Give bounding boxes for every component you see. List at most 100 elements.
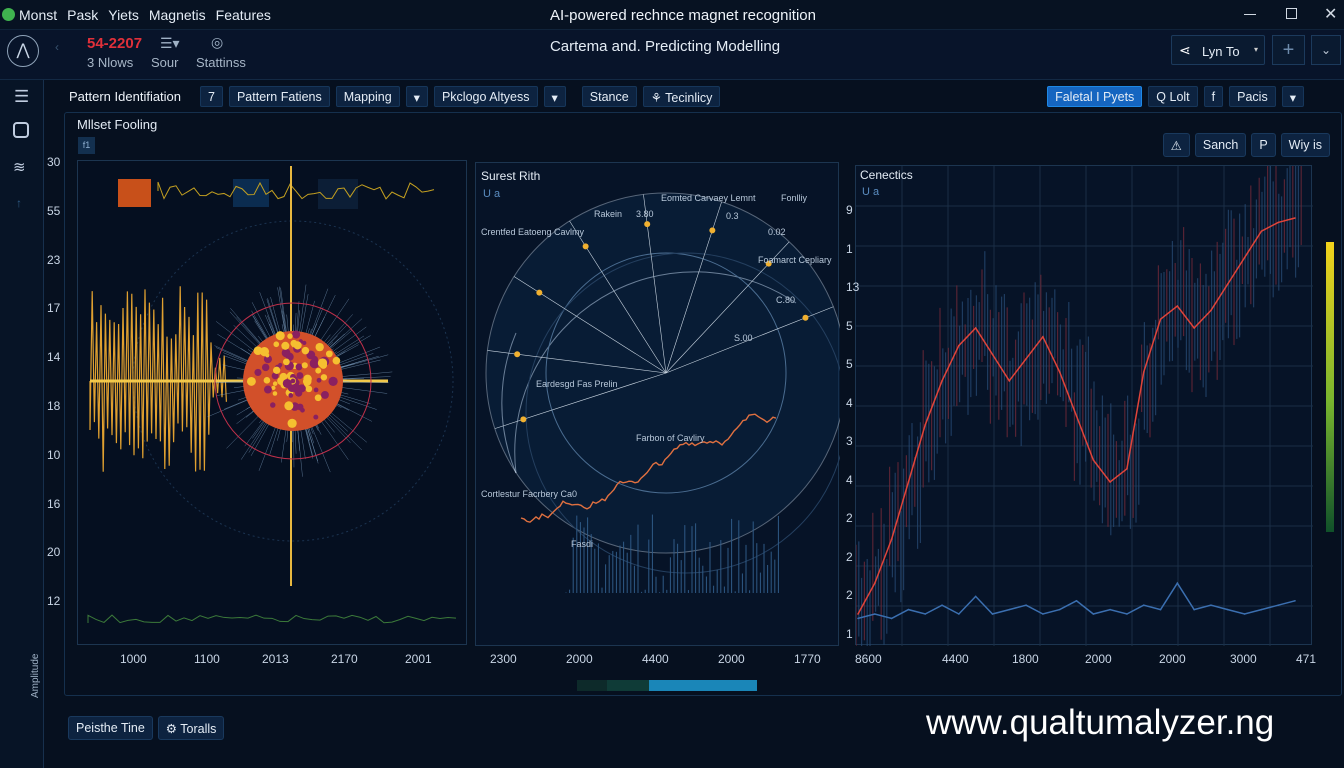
menu-item[interactable]: Yiets <box>108 7 139 23</box>
back-icon[interactable]: ‹ <box>55 40 59 54</box>
core-particle <box>263 377 271 384</box>
menu-item[interactable]: Monst <box>19 7 58 23</box>
chart-icon[interactable]: ≋ <box>13 159 26 176</box>
minimize-icon[interactable] <box>1244 14 1256 15</box>
y-axis-label: Amplitude <box>30 653 41 698</box>
core-particle <box>295 389 303 397</box>
y-tick-label: 30 <box>47 155 61 169</box>
chip-label: Tecinlicy <box>665 91 713 105</box>
core-particle <box>316 377 322 383</box>
filter-chip-f[interactable]: f <box>1203 86 1224 107</box>
search-icon: Q <box>1156 90 1170 104</box>
baseline-trace <box>87 614 457 624</box>
settings-icon[interactable]: ◎ <box>211 34 224 50</box>
data-point <box>1260 608 1263 611</box>
filter-chip-technology[interactable]: ⚘ Tecinlicy <box>642 86 721 107</box>
core-particle <box>287 333 293 339</box>
window-title: AI-powered rechnce magnet recognition <box>550 7 816 24</box>
data-point <box>1243 256 1246 259</box>
data-point <box>1176 305 1179 307</box>
data-point <box>1058 371 1061 373</box>
mini-waveform <box>157 181 435 200</box>
core-particle <box>302 340 307 345</box>
filter-dropdown[interactable]: ▾ <box>1281 86 1304 107</box>
tools-icon: ⚙ <box>165 722 181 736</box>
panel-left-badge[interactable]: f1 <box>78 137 95 154</box>
p-button[interactable]: P <box>1251 133 1276 157</box>
filter-chip-active[interactable]: Faletal I Pyets <box>1047 86 1143 107</box>
core-particle <box>325 350 333 358</box>
time-button[interactable]: Peisthe Tine <box>68 716 153 740</box>
maximize-icon[interactable] <box>1286 8 1297 19</box>
panel-right-subtitle: U a <box>862 186 880 198</box>
x-tick-label: 4400 <box>642 652 669 666</box>
y-tick-label: 9 <box>846 203 853 217</box>
annotation-label: Fonlliy <box>781 193 808 203</box>
home-logo-icon[interactable]: ⋀ <box>7 35 39 67</box>
paths-button[interactable]: Pacis <box>1229 86 1276 107</box>
spoke-node <box>520 416 527 423</box>
data-point <box>907 481 910 483</box>
data-point <box>874 582 876 584</box>
watermark: www.qualtumalyzer.ng <box>926 703 1275 742</box>
alert-button[interactable]: ⚠ <box>1162 133 1190 157</box>
menu-item[interactable]: Pask <box>67 7 99 23</box>
core-particle <box>315 342 324 352</box>
core-particle <box>301 362 308 369</box>
filter-chip-mapping[interactable]: Mapping <box>335 86 400 107</box>
tech-icon: ⚘ <box>650 91 666 105</box>
menu-item[interactable]: Features <box>215 7 271 23</box>
spoke-node <box>582 243 589 250</box>
close-icon[interactable]: ✕ <box>1324 6 1338 23</box>
sour-label[interactable]: Sour <box>151 55 179 70</box>
core-particle <box>272 366 281 374</box>
core-particle <box>292 330 301 339</box>
settings-label[interactable]: Stattinss <box>196 55 246 70</box>
range-slider[interactable] <box>577 680 757 691</box>
filter-dropdown[interactable]: ▾ <box>543 86 566 107</box>
data-point <box>958 613 960 615</box>
core-particle <box>319 361 328 369</box>
core-particle <box>332 356 341 365</box>
data-point <box>1294 217 1296 219</box>
search-button[interactable]: Sanch <box>1194 133 1247 157</box>
core-particle <box>284 401 294 411</box>
filter-chip-row-right: Faletal I Pyets Q Lolt f Pacis ▾ <box>1047 86 1304 107</box>
x-tick-label: 2170 <box>331 652 358 666</box>
y-tick-label: 2 <box>846 549 853 564</box>
radar-disc <box>485 192 847 554</box>
y-tick-label: 3 <box>846 434 853 448</box>
filter-dropdown[interactable]: ▾ <box>405 86 428 107</box>
why-button[interactable]: Wiy is <box>1280 133 1330 157</box>
filter-chip-7[interactable]: 7 <box>200 86 223 107</box>
document-icon[interactable] <box>13 122 29 138</box>
menu-item[interactable]: Magnetis <box>148 7 206 23</box>
data-point <box>1008 380 1011 382</box>
filter-chip-pattern[interactable]: Pattern Fatiens <box>228 86 330 107</box>
totals-button[interactable]: ⚙ Toralls <box>157 716 225 740</box>
user-button[interactable]: ⋖ Lyn To ▾ <box>1171 35 1265 65</box>
filter-chip-stance[interactable]: Stance <box>581 86 637 107</box>
lock-button[interactable]: Q Lolt <box>1148 86 1198 107</box>
waveform-trace <box>89 286 227 472</box>
add-button[interactable]: + <box>1272 35 1305 65</box>
outer-arc <box>514 271 797 474</box>
data-point <box>1126 468 1128 470</box>
data-point <box>1025 358 1027 360</box>
filter-chip-analysis[interactable]: Pkclogo Altyess <box>433 86 538 107</box>
menu-icon[interactable]: ☰ <box>14 87 30 106</box>
sidebar: ☰ ≋ ↑ Amplitude <box>0 80 44 768</box>
list-icon[interactable]: ☰▾ <box>160 35 180 51</box>
color-scale-bar <box>1326 242 1334 532</box>
up-arrow-icon[interactable]: ↑ <box>16 196 22 210</box>
data-point <box>1092 613 1095 615</box>
data-point <box>1058 608 1061 611</box>
data-point <box>1277 221 1279 224</box>
chip-label: Lolt <box>1169 90 1190 104</box>
core-particle <box>272 381 278 386</box>
title-bar: Monst Pask Yiets Magnetis Features AI-powere… <box>0 0 1344 30</box>
core-particle <box>309 358 320 369</box>
data-point <box>1193 608 1195 611</box>
panel-right-title: Cenectics <box>860 168 913 182</box>
expand-chevron-icon[interactable]: ⌄ <box>1311 35 1341 65</box>
